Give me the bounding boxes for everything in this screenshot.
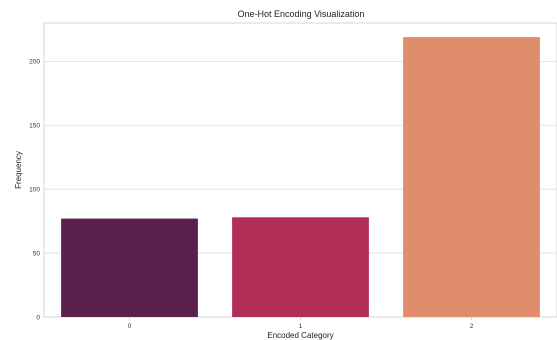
bars: [61, 37, 540, 317]
y-tick-label: 0: [36, 314, 40, 321]
y-tick-label: 50: [33, 250, 41, 257]
y-tick-label: 200: [29, 59, 40, 66]
bar-1: [232, 217, 369, 317]
y-tick-labels: 0 50 100 150 200: [29, 59, 40, 322]
x-tick-label: 1: [299, 323, 303, 330]
x-axis-label: Encoded Category: [267, 331, 333, 340]
x-tick-label: 2: [470, 323, 474, 330]
bar-2: [403, 37, 540, 317]
x-tick-label: 0: [128, 323, 132, 330]
x-tick-labels: 0 1 2: [128, 317, 474, 330]
bar-0: [61, 218, 198, 317]
y-tick-label: 100: [29, 186, 40, 193]
y-tick-label: 150: [29, 123, 40, 130]
y-axis-label: Frequency: [14, 151, 23, 189]
chart-title: One-Hot Encoding Visualization: [238, 9, 365, 19]
